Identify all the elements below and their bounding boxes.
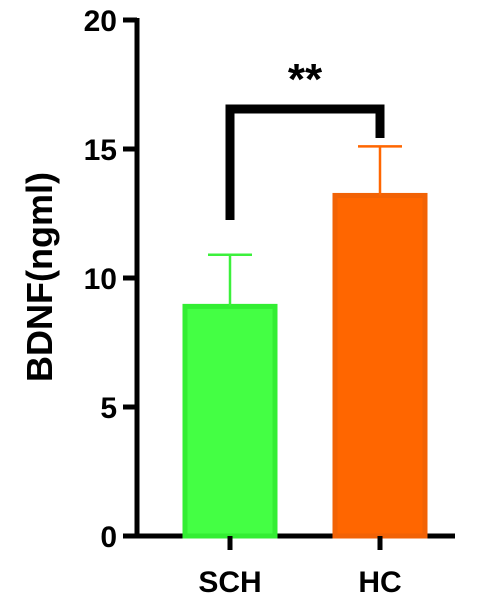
y-tick-label: 20	[84, 5, 117, 38]
x-tick-label-hc: HC	[358, 566, 401, 599]
y-tick-label: 10	[84, 263, 117, 296]
y-axis-ticks: 0 5 10 15 20	[84, 5, 137, 554]
significance-label: **	[288, 55, 323, 104]
significance-bracket-line	[225, 104, 385, 220]
y-axis-title: BDNF(ngml)	[19, 172, 60, 382]
significance-bracket: **	[225, 55, 385, 220]
y-tick-label: 5	[100, 392, 117, 425]
bar-sch	[182, 303, 278, 539]
x-tick-label-sch: SCH	[198, 566, 261, 599]
y-tick-label: 0	[100, 521, 117, 554]
y-tick-label: 15	[84, 134, 117, 167]
error-bars	[208, 145, 402, 307]
bars	[182, 192, 428, 539]
x-axis-ticks: SCH HC	[198, 536, 402, 599]
bar-hc	[332, 192, 428, 539]
